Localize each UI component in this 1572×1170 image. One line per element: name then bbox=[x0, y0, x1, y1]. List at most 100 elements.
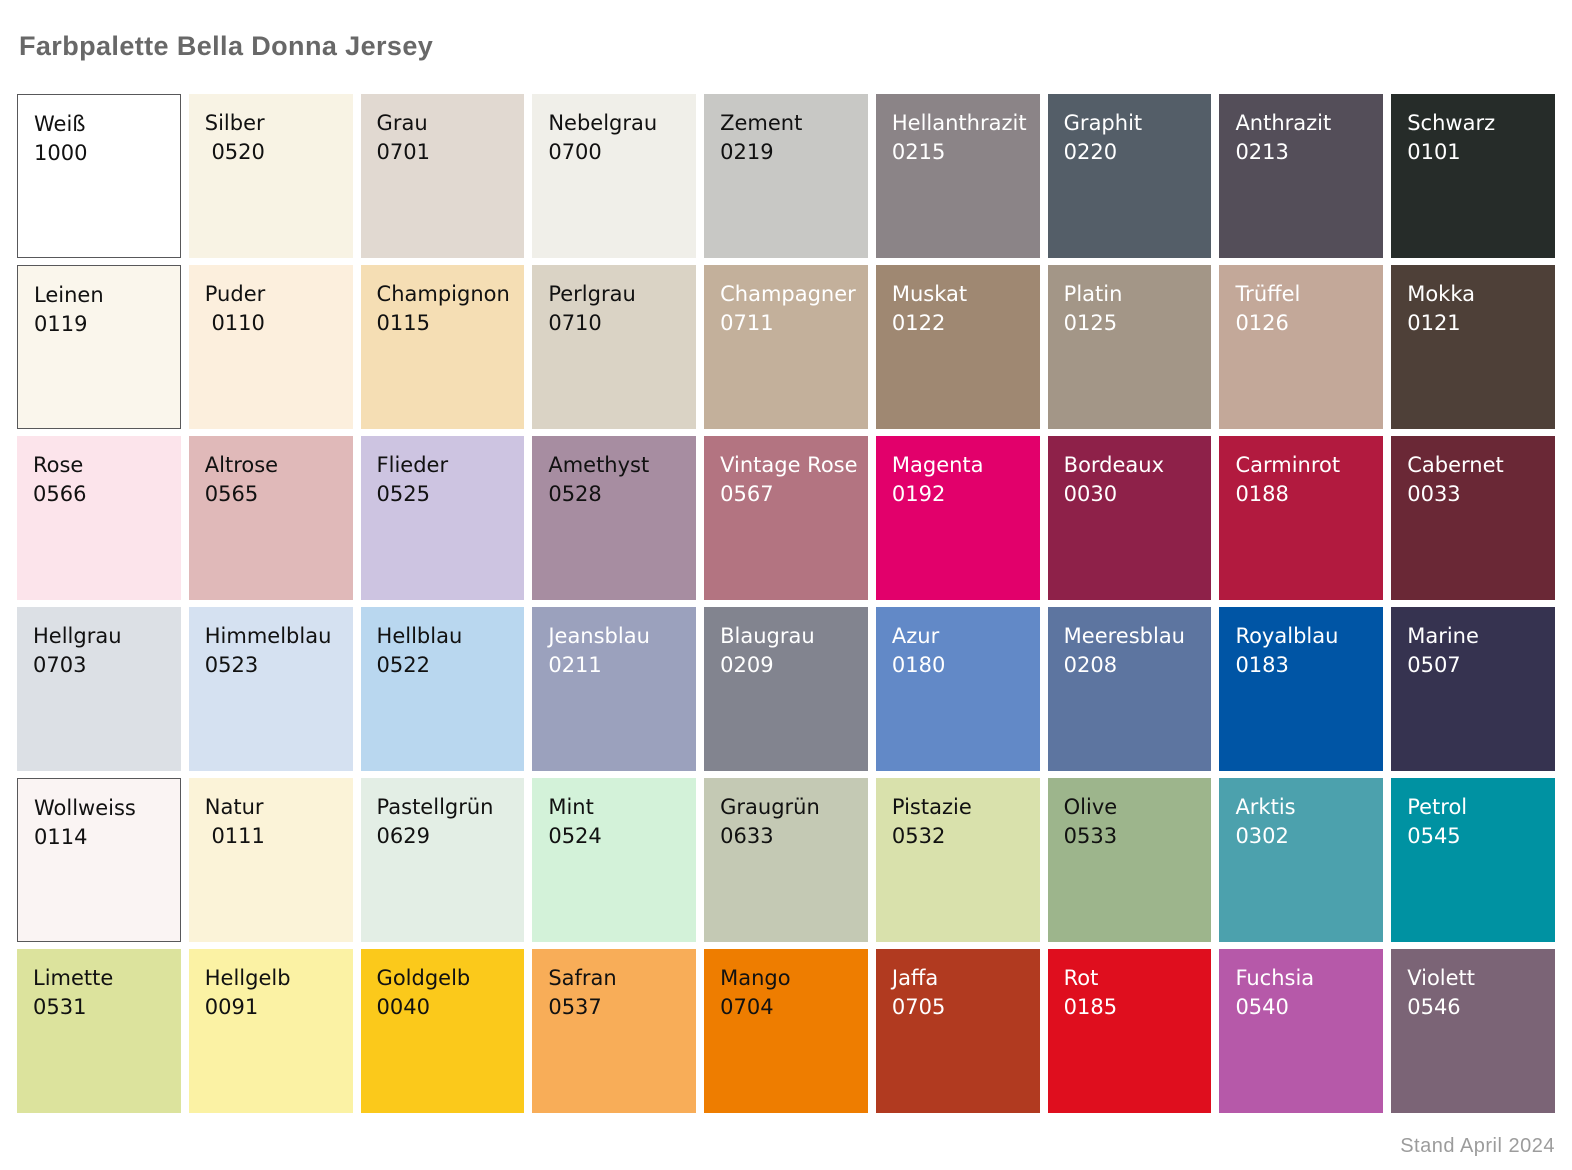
color-name: Puder bbox=[204, 282, 266, 306]
color-swatch: Muskat 0122 bbox=[875, 265, 1040, 429]
color-code: 0705 bbox=[891, 995, 946, 1019]
color-swatch: Vintage Rose 0567 bbox=[704, 436, 868, 600]
color-code: 0185 bbox=[1063, 995, 1118, 1019]
color-swatch: Magenta 0192 bbox=[875, 436, 1040, 600]
color-code: 0532 bbox=[891, 824, 946, 848]
color-swatch: Goldgelb 0040 bbox=[360, 949, 525, 1113]
color-swatch: Hellanthrazit 0215 bbox=[875, 94, 1040, 258]
color-code: 0209 bbox=[720, 653, 774, 677]
color-name: Royalblau bbox=[1235, 624, 1339, 648]
color-swatch: Leinen 0119 bbox=[17, 265, 181, 429]
color-name: Champagner bbox=[720, 282, 856, 306]
color-code: 0704 bbox=[720, 995, 774, 1019]
revision-date: Stand April 2024 bbox=[1400, 1135, 1555, 1157]
color-swatch: Anthrazit 0213 bbox=[1219, 94, 1384, 258]
color-name: Fuchsia bbox=[1235, 966, 1315, 990]
color-code: 0629 bbox=[376, 824, 430, 848]
color-swatch: Nebelgrau 0700 bbox=[532, 94, 697, 258]
color-code: 0520 bbox=[204, 140, 265, 164]
color-code: 0522 bbox=[376, 653, 430, 677]
color-code: 0302 bbox=[1235, 824, 1289, 848]
color-name: Jeansblau bbox=[548, 624, 650, 648]
color-code: 0567 bbox=[720, 482, 774, 506]
color-swatch: Olive 0533 bbox=[1047, 778, 1212, 942]
color-name: Graugrün bbox=[720, 795, 820, 819]
color-code: 1000 bbox=[34, 141, 88, 165]
color-name: Petrol bbox=[1407, 795, 1468, 819]
color-name: Vintage Rose bbox=[720, 453, 858, 477]
color-name: Safran bbox=[548, 966, 617, 990]
color-swatch: Schwarz 0101 bbox=[1391, 94, 1555, 258]
color-swatch: Pistazie 0532 bbox=[875, 778, 1040, 942]
color-swatch: Amethyst 0528 bbox=[532, 436, 697, 600]
color-name: Muskat bbox=[891, 282, 968, 306]
color-code: 0192 bbox=[891, 482, 946, 506]
color-code: 0119 bbox=[34, 312, 88, 336]
color-name: Cabernet bbox=[1407, 453, 1504, 477]
color-code: 0114 bbox=[34, 825, 88, 849]
color-code: 0700 bbox=[548, 140, 602, 164]
color-swatch: Graugrün 0633 bbox=[704, 778, 868, 942]
color-name: Olive bbox=[1063, 795, 1118, 819]
color-swatch: Weiß 1000 bbox=[17, 94, 181, 258]
color-swatch: Puder 0110 bbox=[188, 265, 353, 429]
color-code: 0122 bbox=[891, 311, 946, 335]
color-code: 0115 bbox=[376, 311, 430, 335]
color-swatch: Azur 0180 bbox=[875, 607, 1040, 771]
color-code: 0533 bbox=[1063, 824, 1118, 848]
color-name: Natur bbox=[204, 795, 264, 819]
color-swatch: Arktis 0302 bbox=[1219, 778, 1384, 942]
color-code: 0125 bbox=[1063, 311, 1118, 335]
color-name: Rot bbox=[1063, 966, 1099, 990]
color-swatch: Cabernet 0033 bbox=[1391, 436, 1555, 600]
color-swatch: Hellgrau 0703 bbox=[17, 607, 181, 771]
color-code: 0091 bbox=[204, 995, 259, 1019]
color-code: 0537 bbox=[548, 995, 602, 1019]
color-swatch: Petrol 0545 bbox=[1391, 778, 1555, 942]
color-swatch-grid: Weiß 1000 Silber 0520 Grau 0701 Nebelgra… bbox=[17, 94, 1555, 1113]
color-name: Weiß bbox=[34, 112, 86, 136]
color-swatch: Mint 0524 bbox=[532, 778, 697, 942]
color-swatch: Graphit 0220 bbox=[1047, 94, 1212, 258]
page-title: Farbpalette Bella Donna Jersey bbox=[19, 31, 434, 61]
color-swatch: Himmelblau 0523 bbox=[188, 607, 353, 771]
color-name: Trüffel bbox=[1235, 282, 1301, 306]
color-name: Himmelblau bbox=[204, 624, 332, 648]
color-code: 0208 bbox=[1063, 653, 1118, 677]
color-swatch: Hellblau 0522 bbox=[360, 607, 525, 771]
color-name: Jaffa bbox=[891, 966, 939, 990]
color-code: 0565 bbox=[204, 482, 259, 506]
color-name: Bordeaux bbox=[1063, 453, 1165, 477]
color-name: Hellgrau bbox=[33, 624, 122, 648]
color-swatch: Champignon 0115 bbox=[360, 265, 525, 429]
color-swatch: Flieder 0525 bbox=[360, 436, 525, 600]
color-swatch: Limette 0531 bbox=[17, 949, 181, 1113]
color-name: Amethyst bbox=[548, 453, 650, 477]
color-swatch: Rot 0185 bbox=[1047, 949, 1212, 1113]
color-swatch: Bordeaux 0030 bbox=[1047, 436, 1212, 600]
color-code: 0540 bbox=[1235, 995, 1289, 1019]
color-name: Pastellgrün bbox=[376, 795, 494, 819]
color-code: 0524 bbox=[548, 824, 602, 848]
color-swatch: Blaugrau 0209 bbox=[704, 607, 868, 771]
color-name: Zement bbox=[720, 111, 803, 135]
color-swatch: Grau 0701 bbox=[360, 94, 525, 258]
color-code: 0531 bbox=[33, 995, 87, 1019]
color-name: Rose bbox=[33, 453, 84, 477]
color-swatch: Pastellgrün 0629 bbox=[360, 778, 525, 942]
color-name: Altrose bbox=[204, 453, 279, 477]
color-code: 0566 bbox=[33, 482, 87, 506]
color-swatch: Jeansblau 0211 bbox=[532, 607, 697, 771]
color-code: 0711 bbox=[720, 311, 774, 335]
color-name: Wollweiss bbox=[34, 796, 136, 820]
color-name: Hellanthrazit bbox=[891, 111, 1027, 135]
color-code: 0040 bbox=[376, 995, 430, 1019]
color-name: Limette bbox=[33, 966, 114, 990]
color-swatch: Meeresblau 0208 bbox=[1047, 607, 1212, 771]
color-code: 0211 bbox=[548, 653, 602, 677]
color-name: Platin bbox=[1063, 282, 1123, 306]
color-code: 0188 bbox=[1235, 482, 1289, 506]
color-code: 0710 bbox=[548, 311, 602, 335]
color-swatch: Rose 0566 bbox=[17, 436, 181, 600]
color-swatch: Jaffa 0705 bbox=[875, 949, 1040, 1113]
